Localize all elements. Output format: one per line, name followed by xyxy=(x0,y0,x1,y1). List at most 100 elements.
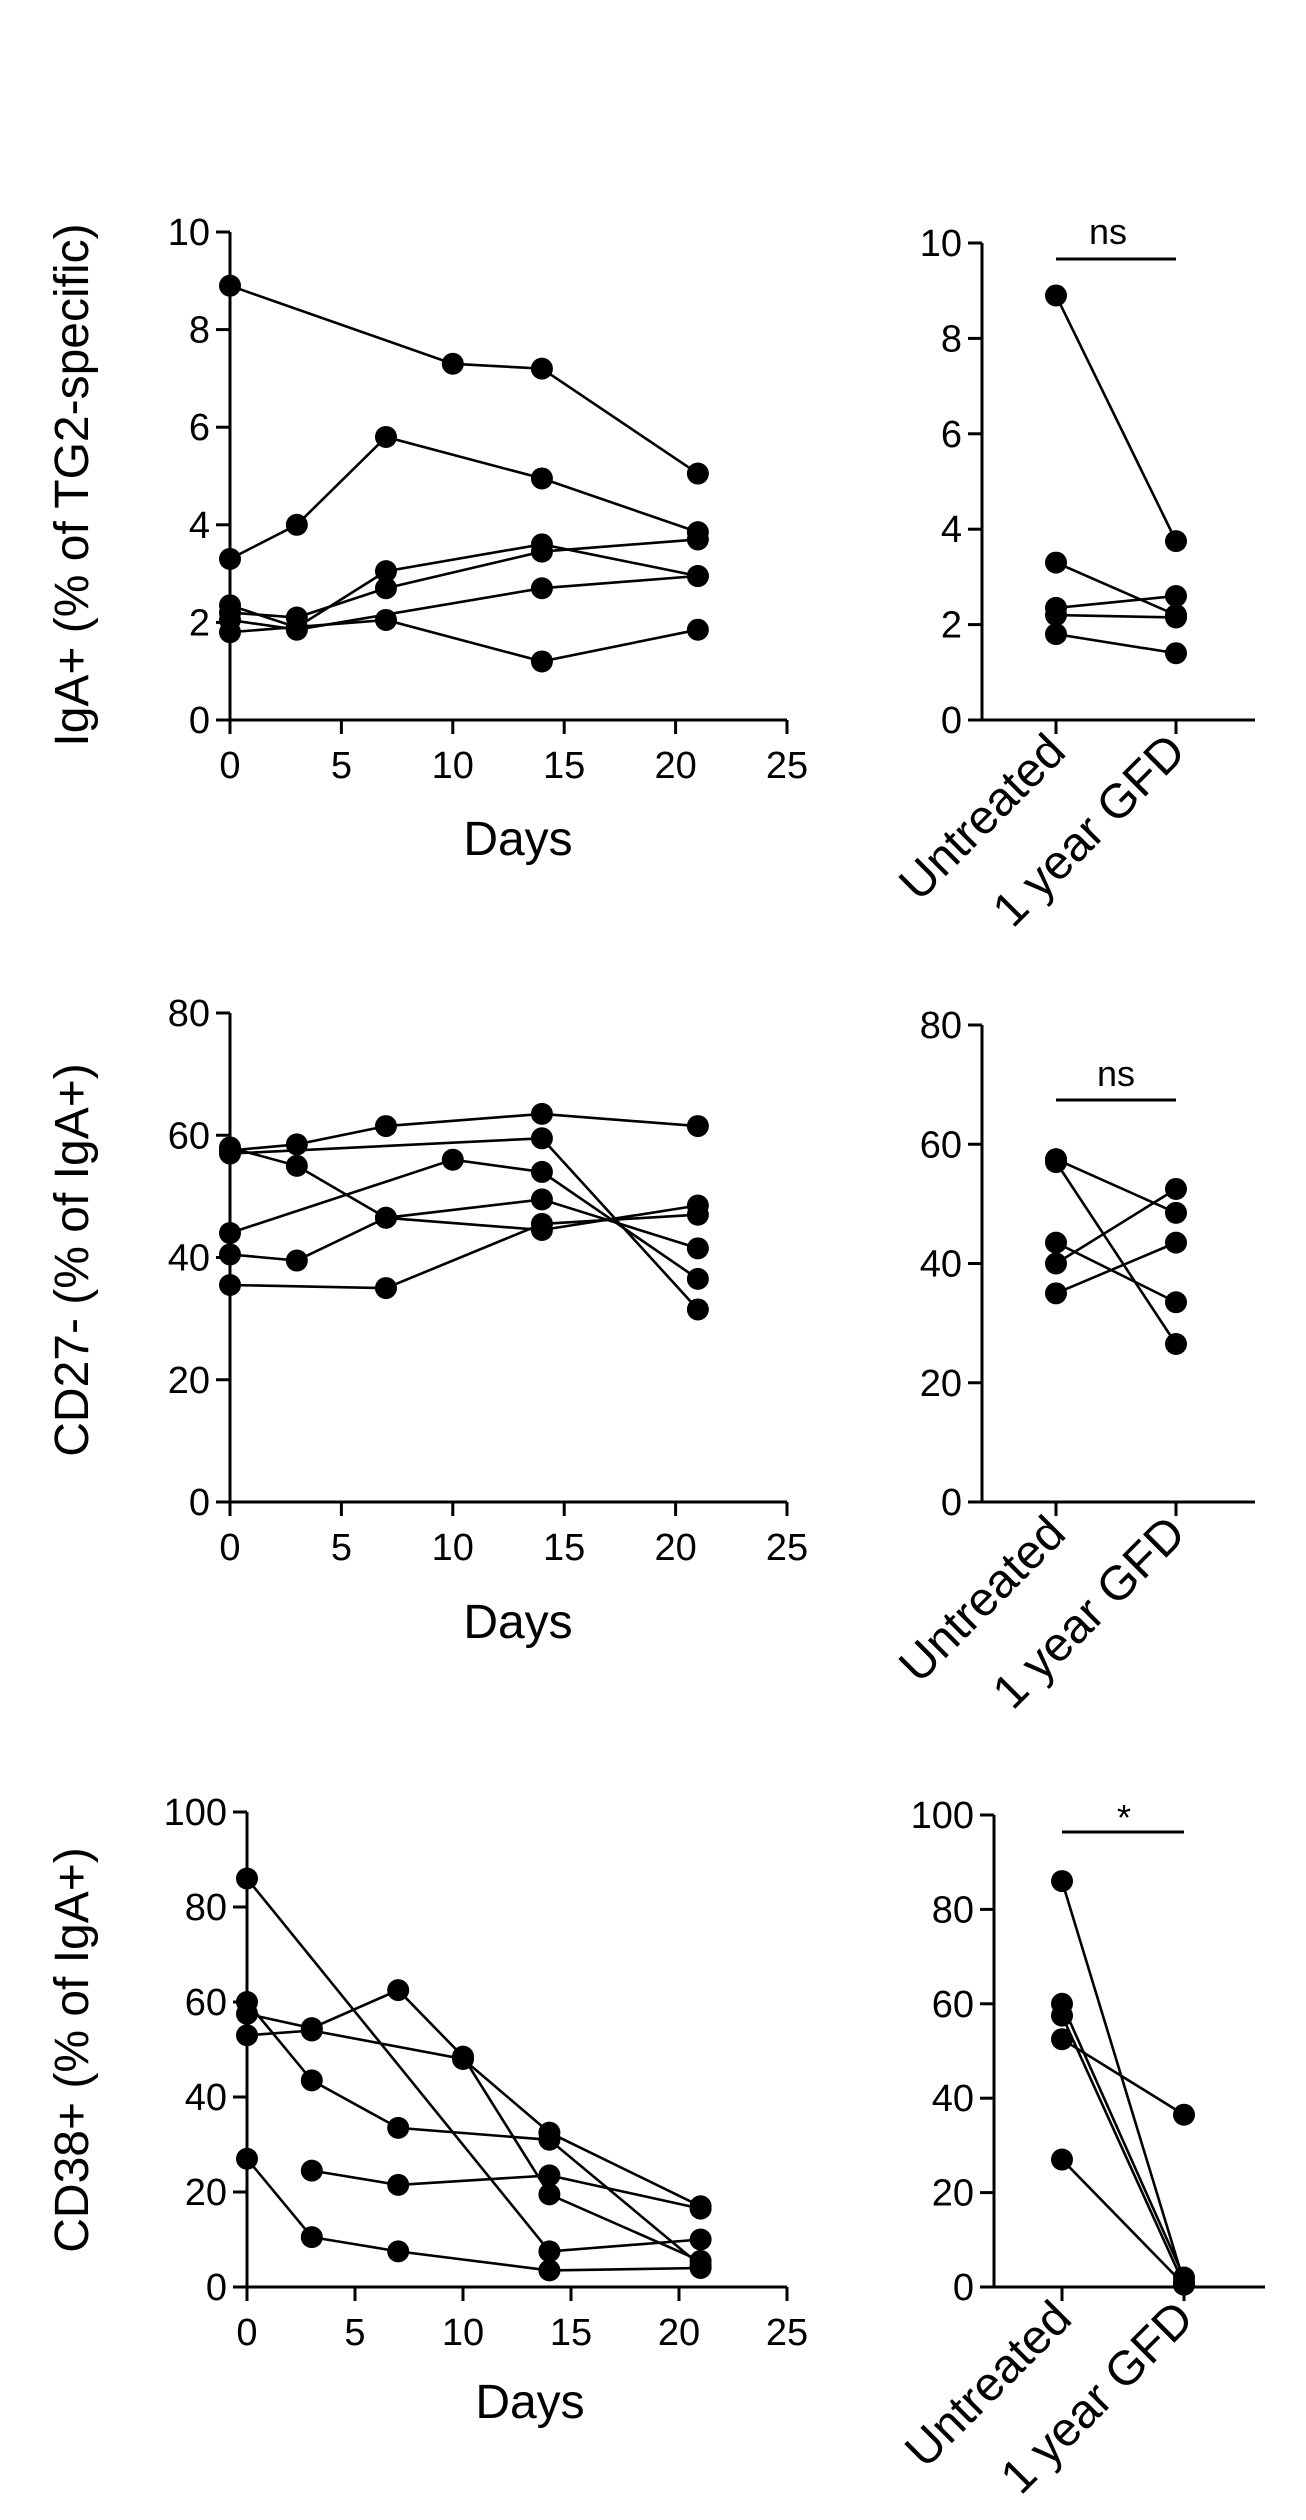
cd38-time-data-point xyxy=(300,2226,323,2249)
cd38-time-y-tick-label: 40 xyxy=(185,2077,227,2119)
cd27-pair-data-point xyxy=(1045,1231,1067,1254)
cd27-time-data-point xyxy=(374,1115,397,1138)
iga-pair-pair-line-2 xyxy=(1055,561,1177,617)
cd38-time-x-tick-label: 15 xyxy=(550,2312,592,2354)
cd38-time-y-tick-label: 60 xyxy=(185,1982,227,2024)
cd38-pair-data-point xyxy=(1173,2103,1195,2126)
cd27-time-x-tick-label: 0 xyxy=(219,1527,240,1569)
cd38-time-y-tick-label: 0 xyxy=(206,2267,227,2309)
cd38-pair-y-tick-label: 100 xyxy=(911,1795,974,1837)
iga-time-series-line-5 xyxy=(229,574,699,632)
cd38-pair-pair-line-5 xyxy=(1061,2158,1185,2286)
cd38-pair-pair-line-1 xyxy=(1060,1880,1186,2283)
cd27-time-data-point xyxy=(530,1127,553,1150)
cd38-pair-pair-line-3 xyxy=(1060,2015,1186,2286)
cd27-time-data-point xyxy=(530,1160,553,1183)
cd27-time-data-point xyxy=(530,1102,553,1125)
iga-time-data-point xyxy=(374,425,397,448)
cd27-pair-data-point xyxy=(1045,1282,1067,1305)
cd38-pair-data-point xyxy=(1051,2148,1073,2171)
iga-time-x-tick-label: 5 xyxy=(331,745,352,787)
cd38-time-data-point xyxy=(689,2257,712,2279)
iga-pair-pair-line-1 xyxy=(1054,294,1178,542)
iga-pair-data-point xyxy=(1045,284,1067,307)
iga-pair-data-point xyxy=(1165,584,1187,607)
cd27-time-data-point xyxy=(686,1203,709,1226)
iga-pair-pair-line-5 xyxy=(1055,632,1177,655)
iga-pair-data-point xyxy=(1045,623,1067,646)
iga-time-data-point xyxy=(530,467,553,490)
cd38-pair-pair-line-4 xyxy=(1061,2038,1185,2116)
iga-pair-data-point xyxy=(1165,530,1187,553)
iga-pair-y-tick-label: 6 xyxy=(941,414,962,456)
cd38-pair-data-point xyxy=(1051,2028,1073,2051)
cd27-time-plot: 0 20 40 60 80 0 5 10 15 20 25 xyxy=(168,993,808,1569)
iga-pair-y-tick-label: 2 xyxy=(941,605,962,647)
cd38-time-data-point xyxy=(538,2183,561,2206)
cd38-time-x-tick-label: 25 xyxy=(766,2312,808,2354)
cd27-time-data-point xyxy=(285,1154,308,1177)
cd27-time-data-point xyxy=(219,1136,241,1159)
iga-time-data-point xyxy=(530,540,553,563)
iga-pair-data-point xyxy=(1165,606,1187,629)
cd27-time-data-point xyxy=(285,1133,308,1156)
cd38-time-data-point xyxy=(452,2048,474,2070)
cd27-time-y-tick-label: 40 xyxy=(168,1238,210,1280)
cd27-time-x-title: Days xyxy=(463,1596,572,1649)
cd38-pair-y-tick-label: 60 xyxy=(932,1984,974,2026)
iga-time-data-point xyxy=(530,357,553,380)
cd27-pair-significance-label: ns xyxy=(1097,1053,1135,1094)
cd38-time-series-line-2 xyxy=(246,1988,702,2263)
cd27-pair-y-tick-label: 60 xyxy=(920,1124,962,1166)
iga-time-data-point xyxy=(219,621,241,644)
cd27-time-data-point xyxy=(686,1267,709,1290)
cd38-pair-data-point xyxy=(1173,2273,1195,2296)
cd38-time-y-tick-label: 80 xyxy=(185,1887,227,1929)
iga-pair-pair-line-3 xyxy=(1055,594,1177,610)
iga-time-data-point xyxy=(219,547,241,570)
cd38-time-data-point xyxy=(387,2116,410,2139)
cd38-time-data-point xyxy=(538,2259,561,2282)
iga-time-data-point xyxy=(219,274,241,297)
cd38-time-data-point xyxy=(236,2024,258,2047)
iga-time-data-point xyxy=(374,577,397,600)
cd27-time-x-tick-label: 25 xyxy=(766,1527,808,1569)
iga-time-data-point xyxy=(441,352,464,375)
cd27-pair-data-point xyxy=(1045,1151,1067,1174)
cd38-time-data-point xyxy=(538,2240,561,2263)
iga-time-y-tick-label: 10 xyxy=(168,212,210,254)
iga-time-data-point xyxy=(686,618,709,641)
cd38-time-x-tick-label: 20 xyxy=(658,2312,700,2354)
cd27-time-data-point xyxy=(530,1212,553,1235)
iga-time-x-tick-label: 10 xyxy=(432,745,474,787)
iga-time-plot: 0 2 4 6 8 10 0 5 10 15 20 25 xyxy=(168,212,808,787)
cd38-time-x-title: Days xyxy=(475,2376,584,2429)
iga-time-x-tick-label: 20 xyxy=(654,745,696,787)
cd27-pair-y-tick-label: 20 xyxy=(920,1363,962,1405)
iga-time-x-tick-label: 15 xyxy=(543,745,585,787)
iga-time-data-point xyxy=(530,650,553,673)
cd27-pair-y-tick-label: 40 xyxy=(920,1244,962,1286)
cd27-time-y-tick-label: 20 xyxy=(168,1360,210,1402)
cd27-time-series-line-6 xyxy=(229,1213,698,1290)
cd38-pair-y-tick-label: 0 xyxy=(953,2267,974,2309)
iga-time-data-point xyxy=(686,565,709,588)
iga-pair-data-point xyxy=(1045,604,1067,627)
cd38-time-data-point xyxy=(689,2197,712,2220)
cd38-pair-y-tick-label: 40 xyxy=(932,2078,974,2120)
cd38-time-data-point xyxy=(387,1979,410,2002)
cd38-time-plot: 0 20 40 60 80 100 0 5 10 15 20 25 xyxy=(164,1792,809,2354)
cd27-time-y-tick-label: 0 xyxy=(189,1482,210,1524)
cd38-time-data-point xyxy=(538,2128,561,2151)
iga-pair-y-tick-label: 10 xyxy=(920,223,962,265)
cd38-time-panel: 0 20 40 60 80 100 0 5 10 15 20 25 Days CD38+ (% of … xyxy=(46,1792,808,2429)
cd27-time-data-point xyxy=(374,1206,397,1229)
cd27-time-x-tick-label: 5 xyxy=(331,1527,352,1569)
cd27-time-y-tick-label: 60 xyxy=(168,1115,210,1157)
iga-time-series-line-6 xyxy=(229,618,699,663)
cd38-pair-y-tick-label: 20 xyxy=(932,2173,974,2215)
cd27-time-data-point xyxy=(530,1188,553,1211)
iga-pair-y-tick-label: 4 xyxy=(941,509,962,551)
cd27-pair-pair-line-5 xyxy=(1055,1241,1177,1295)
